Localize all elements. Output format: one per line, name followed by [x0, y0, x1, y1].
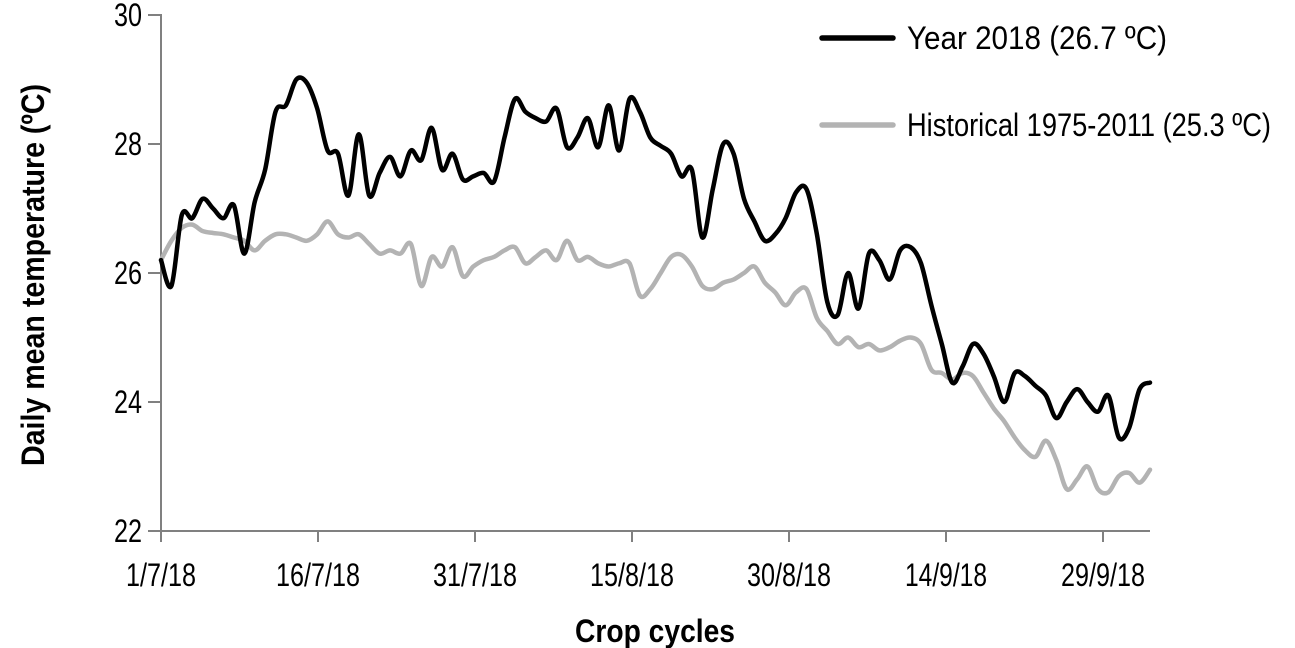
x-tick-label-1-7: 1/7/18	[126, 557, 196, 593]
x-tick-label-31-7: 31/7/18	[433, 557, 517, 593]
x-tick-label-16-7: 16/7/18	[276, 557, 360, 593]
y-axis-title: Daily mean temperature (ºC)	[15, 84, 51, 466]
x-tick-label-15-8: 15/8/18	[590, 557, 674, 593]
legend-historical-label: Historical 1975-2011 (25.3 ºC)	[907, 107, 1271, 143]
y-tick-labels: 30 28 26 24 22	[114, 0, 142, 549]
series-2018-line	[158, 75, 1153, 442]
y-tick-label-26: 26	[114, 255, 142, 291]
series-historical-line	[158, 219, 1153, 496]
x-tick-label-29-9: 29/9/18	[1061, 557, 1145, 593]
x-tick-label-14-9: 14/9/18	[905, 557, 987, 593]
y-tick-label-24: 24	[114, 384, 142, 420]
legend: Year 2018 (26.7 ºC) Historical 1975-2011…	[819, 20, 1271, 143]
axes	[148, 14, 1150, 542]
y-tick-label-22: 22	[114, 513, 142, 549]
y-tick-label-28: 28	[114, 126, 142, 162]
y-tick-label-30: 30	[114, 0, 142, 33]
x-axis-title: Crop cycles	[575, 613, 735, 648]
legend-2018-label: Year 2018 (26.7 ºC)	[907, 20, 1167, 56]
x-tick-label-30-8: 30/8/18	[747, 557, 831, 593]
x-tick-labels: 1/7/18 16/7/18 31/7/18 15/8/18 30/8/18 1…	[126, 557, 1145, 593]
plot-area	[158, 75, 1153, 496]
